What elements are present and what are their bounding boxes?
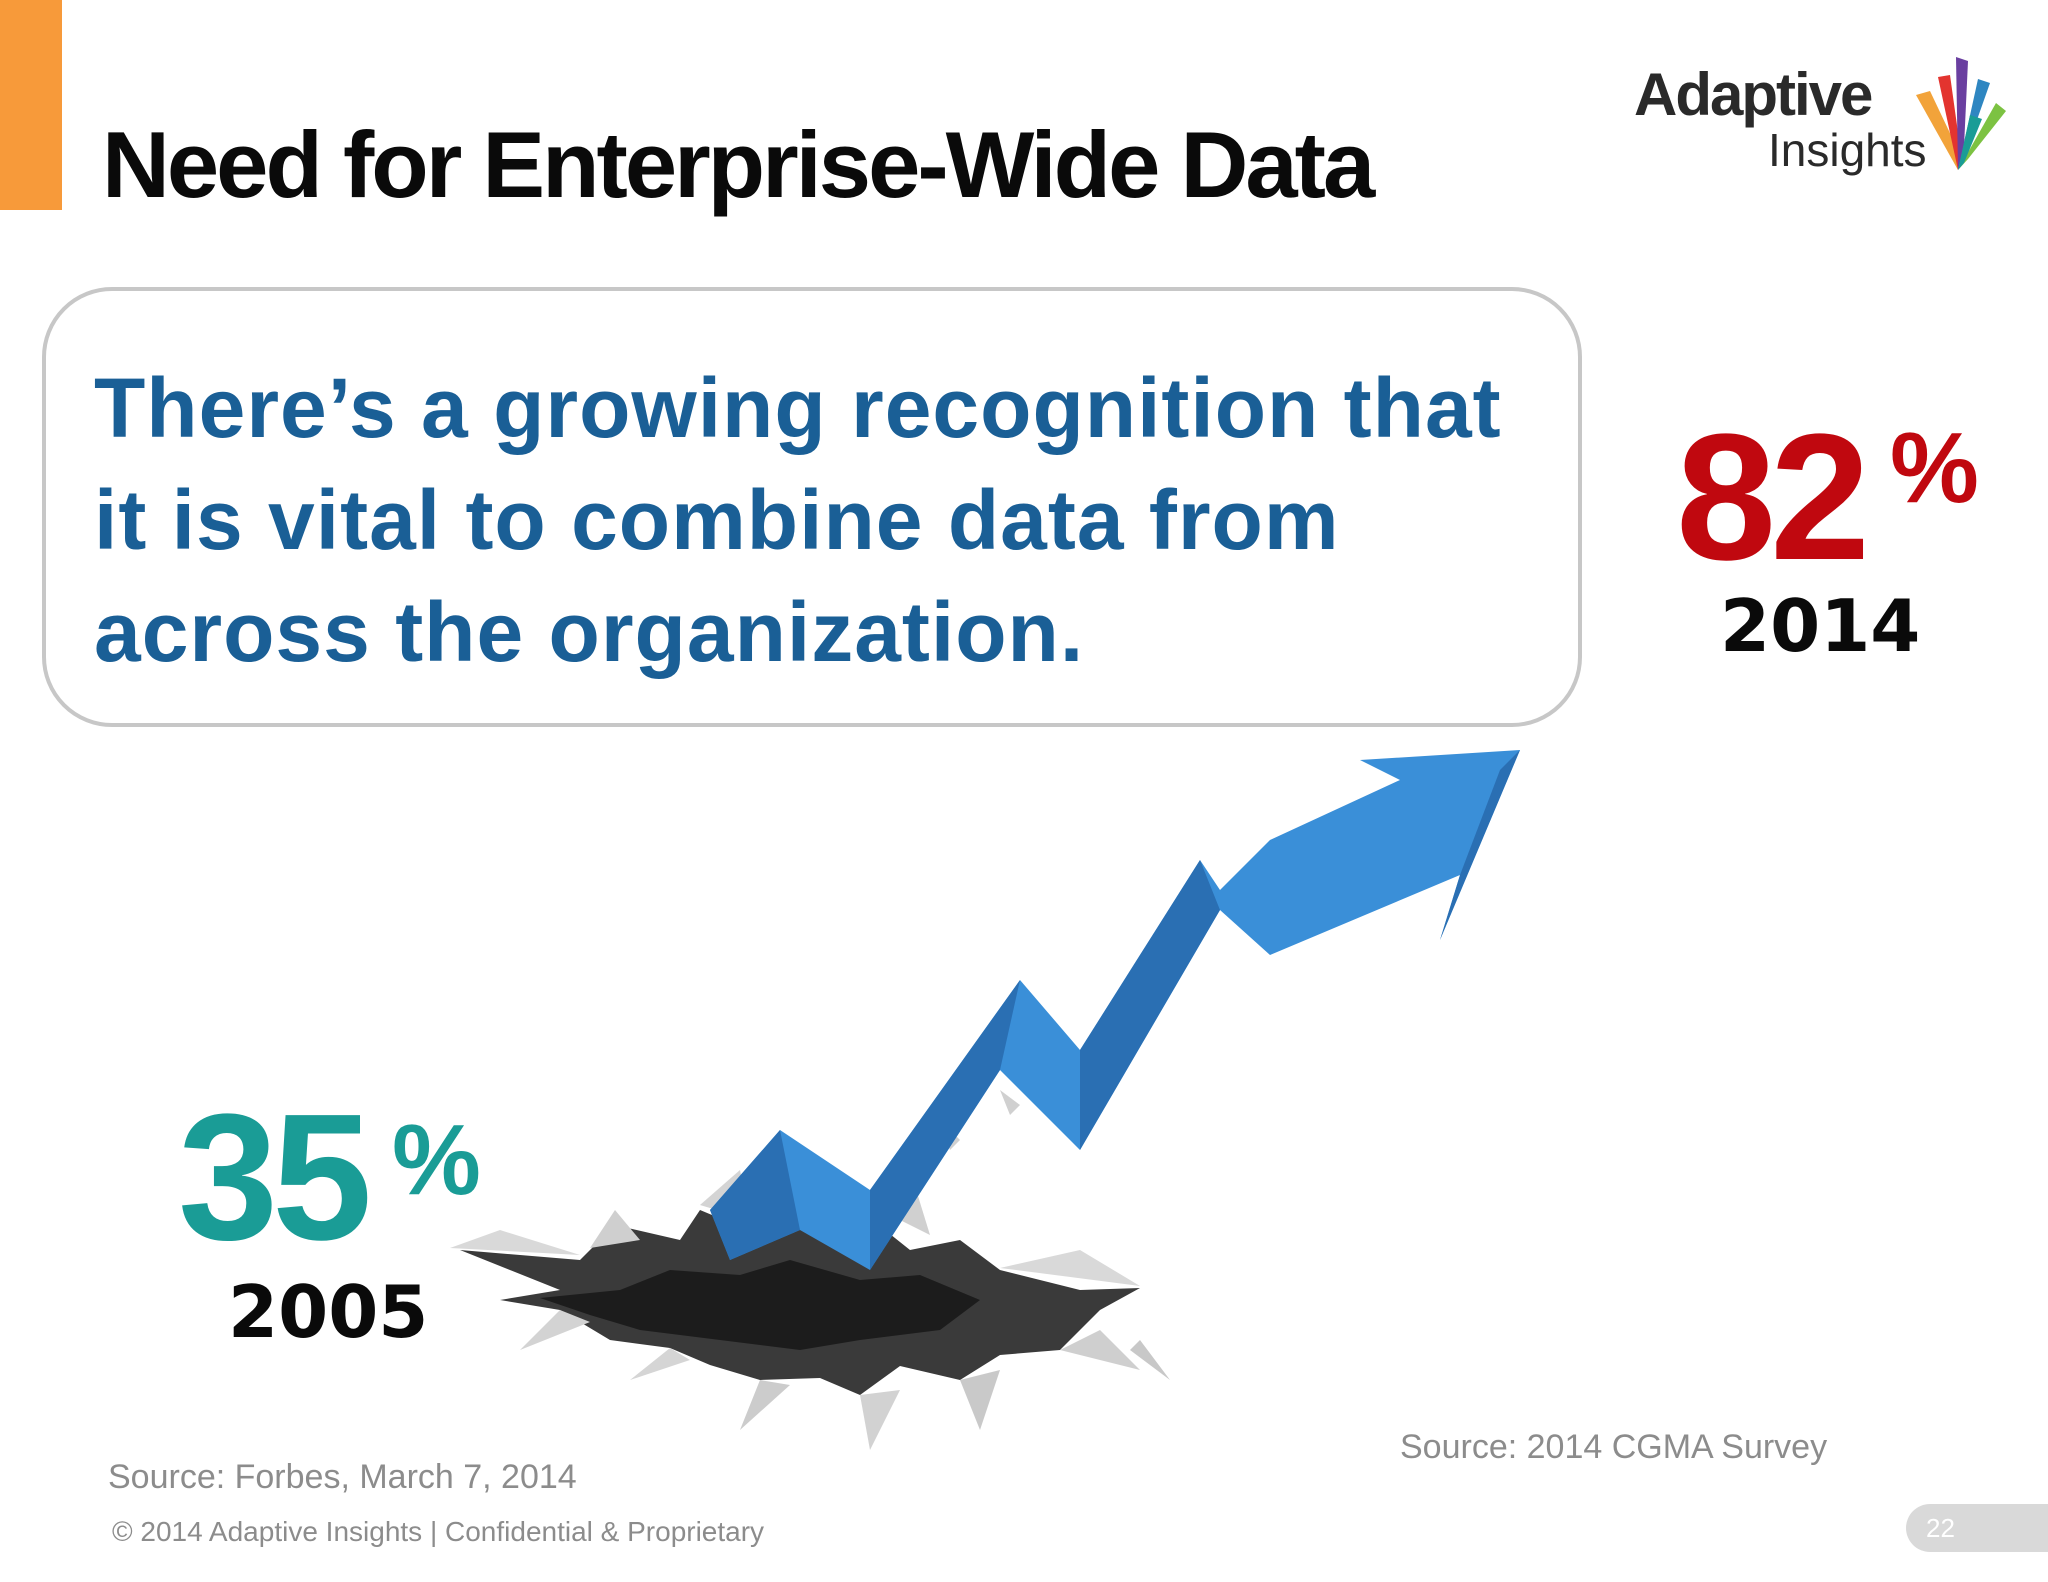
callout-text: There’s a growing recognition that it is… bbox=[94, 361, 1502, 679]
rising-arrow-icon bbox=[710, 750, 1520, 1270]
stat-2005-value: 35 bbox=[178, 1077, 372, 1278]
cracked-ground-icon bbox=[450, 1090, 1170, 1450]
source-cgma: Source: 2014 CGMA Survey bbox=[1400, 1428, 1828, 1466]
stat-2014-value: 82 bbox=[1676, 397, 1870, 598]
stat-2005-year: 2005 bbox=[228, 1270, 429, 1354]
logo-word-adaptive: Adaptive bbox=[1634, 61, 1873, 128]
stat-2005-unit: % bbox=[392, 1104, 481, 1216]
accent-bar bbox=[0, 0, 62, 210]
page-number-badge: 22 bbox=[1906, 1504, 2048, 1552]
company-logo: Adaptive Insights bbox=[1630, 55, 2010, 185]
slide-title: Need for Enterprise-Wide Data bbox=[102, 112, 1375, 217]
source-forbes: Source: Forbes, March 7, 2014 bbox=[108, 1458, 577, 1496]
growth-graphic bbox=[450, 750, 1520, 1450]
footer-copyright: © 2014 Adaptive Insights | Confidential … bbox=[112, 1516, 765, 1547]
stat-2014-unit: % bbox=[1890, 412, 1979, 524]
stat-2014-year: 2014 bbox=[1720, 584, 1921, 668]
callout-box bbox=[42, 287, 1582, 727]
adaptive-insights-logo-icon bbox=[1916, 57, 2006, 170]
logo-word-insights: Insights bbox=[1768, 124, 1927, 176]
